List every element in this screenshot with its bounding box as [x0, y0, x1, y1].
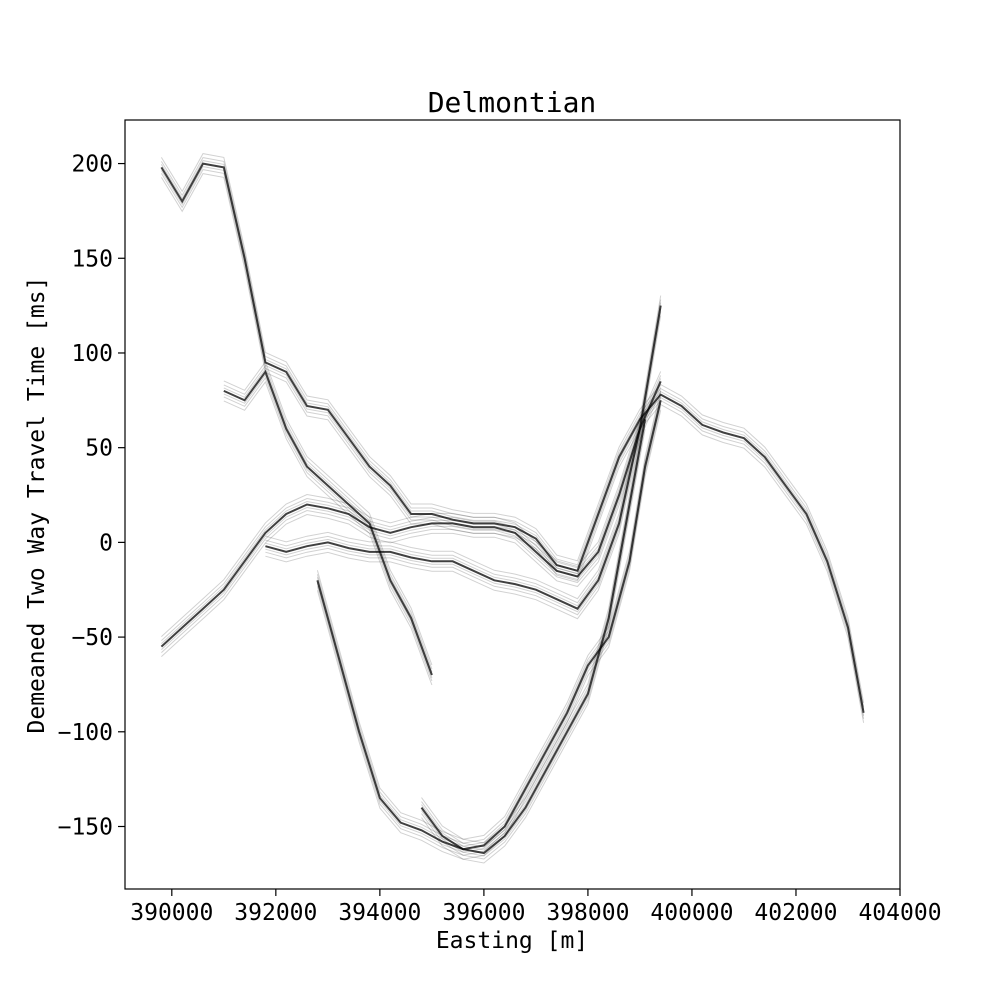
- series-trace: [223, 360, 433, 666]
- series-trace: [265, 302, 662, 607]
- series-trace: [161, 371, 662, 637]
- series-trace: [265, 308, 662, 613]
- series-trace: [265, 311, 662, 616]
- series-layer: [160, 153, 865, 864]
- plot-frame: [124, 119, 901, 890]
- series-trace: [316, 394, 662, 844]
- y-tick-label: −150: [58, 814, 113, 840]
- y-axis-label: Demeaned Two Way Travel Time [ms]: [24, 277, 50, 734]
- y-tick-label: 150: [71, 246, 113, 272]
- series-trace: [160, 173, 865, 723]
- series-trace: [316, 406, 662, 856]
- series-trace: [161, 375, 662, 641]
- series-trace: [223, 367, 433, 673]
- series-line-4: [420, 419, 647, 855]
- y-tick-label: 200: [71, 152, 113, 178]
- series-line-2: [265, 305, 662, 610]
- y-tick-label: −100: [58, 720, 113, 746]
- series-line-5: [223, 369, 433, 676]
- series-trace: [161, 387, 662, 653]
- x-tick-label: 402000: [754, 900, 837, 926]
- series-trace: [160, 160, 865, 710]
- series-trace: [223, 376, 433, 682]
- series-trace: [161, 384, 662, 650]
- y-axis: −150 −100 −50 0 50 100 150 200: [58, 152, 125, 840]
- y-tick-label: −50: [71, 625, 113, 651]
- x-tick-label: 396000: [442, 900, 525, 926]
- x-axis-label: Easting [m]: [436, 928, 588, 954]
- series-trace: [421, 429, 646, 864]
- series-trace: [161, 378, 662, 644]
- x-tick-label: 394000: [338, 900, 421, 926]
- y-tick-label: 100: [71, 341, 113, 367]
- series-trace: [265, 315, 662, 620]
- series-trace: [316, 390, 662, 840]
- series-line-0: [160, 162, 865, 713]
- series-trace: [421, 409, 646, 844]
- series-trace: [160, 157, 865, 707]
- series-trace: [316, 410, 662, 860]
- series-trace: [265, 295, 662, 600]
- x-axis: 390000 392000 394000 396000 398000 400000 4020…: [130, 889, 942, 926]
- x-tick-label: 404000: [858, 900, 941, 926]
- y-tick-label: 0: [99, 530, 113, 556]
- series-trace: [223, 373, 433, 679]
- chart-title: Delmontian: [428, 86, 597, 119]
- x-tick-label: 390000: [130, 900, 213, 926]
- series-trace: [223, 364, 433, 670]
- series-line-1: [160, 380, 662, 648]
- series-trace: [421, 425, 646, 860]
- series-trace: [160, 166, 865, 716]
- series-trace: [265, 299, 662, 604]
- series-trace: [160, 153, 865, 703]
- series-trace: [223, 380, 433, 686]
- series-trace: [421, 413, 646, 848]
- series-line-3: [316, 400, 662, 851]
- series-trace: [161, 391, 662, 657]
- x-tick-label: 398000: [546, 900, 629, 926]
- series-trace: [160, 169, 865, 719]
- y-tick-label: 50: [85, 436, 113, 462]
- x-tick-label: 400000: [650, 900, 733, 926]
- x-tick-label: 392000: [234, 900, 317, 926]
